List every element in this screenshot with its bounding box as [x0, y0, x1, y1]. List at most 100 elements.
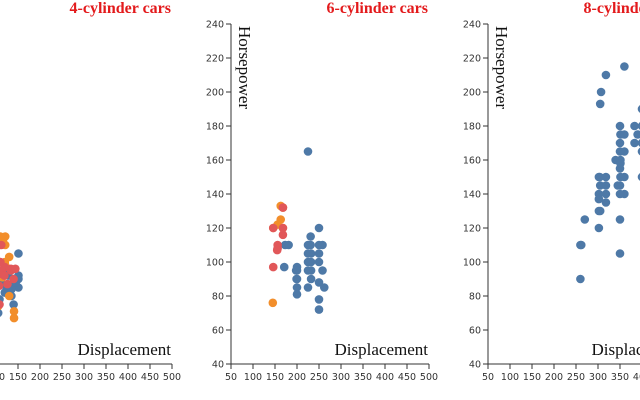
- x-tick-label: 400: [633, 372, 640, 383]
- data-point-usa: [303, 147, 313, 156]
- data-point-usa: [319, 283, 329, 292]
- data-point-japan: [3, 279, 12, 289]
- data-point-usa: [601, 172, 611, 182]
- x-tick-label: 450: [141, 372, 159, 383]
- data-point-usa: [314, 295, 324, 304]
- x-tick-label: 50: [225, 372, 237, 383]
- x-tick-label: 500: [420, 372, 438, 383]
- data-point-japan: [272, 245, 282, 255]
- x-tick-label: 100: [244, 372, 262, 383]
- y-tick-label: 220: [206, 54, 224, 65]
- data-point-usa: [637, 139, 640, 147]
- data-point-japan: [278, 223, 288, 233]
- data-point-usa: [306, 232, 315, 241]
- data-point-usa: [601, 189, 611, 199]
- y-axis-label: Horsepower: [492, 26, 511, 109]
- data-point-usa: [630, 121, 639, 131]
- data-point-usa: [613, 181, 623, 190]
- data-point-japan: [0, 240, 6, 250]
- data-point-usa: [620, 62, 629, 71]
- y-tick-label: 120: [206, 224, 224, 235]
- data-point-usa: [615, 121, 625, 131]
- data-point-japan: [0, 300, 4, 309]
- y-tick-label: 60: [469, 326, 481, 337]
- y-tick-label: 200: [206, 88, 224, 99]
- data-point-usa: [318, 240, 327, 250]
- data-point-usa: [14, 249, 23, 258]
- data-point-usa: [615, 215, 625, 224]
- y-axis-label: Horsepower: [235, 26, 254, 109]
- data-point-japan: [0, 271, 9, 280]
- data-point-usa: [0, 309, 3, 317]
- y-tick-label: 180: [463, 122, 481, 133]
- data-point-usa: [633, 130, 640, 139]
- x-tick-label: 350: [611, 372, 629, 383]
- data-point-usa: [314, 305, 324, 314]
- data-point-usa: [601, 70, 611, 80]
- x-tick-label: 400: [376, 372, 394, 383]
- y-tick-label: 80: [469, 292, 481, 303]
- x-tick-label: 100: [501, 372, 519, 383]
- data-point-usa: [303, 283, 313, 292]
- x-tick-label: 150: [523, 372, 541, 383]
- y-tick-label: 200: [463, 88, 481, 99]
- data-point-japan: [268, 223, 278, 233]
- y-tick-label: 160: [206, 156, 224, 167]
- data-point-europe: [9, 313, 19, 323]
- data-point-usa: [303, 240, 313, 250]
- x-axis-label: Displacement: [592, 340, 640, 359]
- x-tick-label: 150: [266, 372, 284, 383]
- x-tick-label: 250: [310, 372, 328, 383]
- data-point-europe: [9, 307, 19, 316]
- data-point-usa: [306, 274, 316, 284]
- data-point-usa: [291, 266, 301, 275]
- y-tick-label: 160: [463, 156, 481, 167]
- data-point-usa: [318, 266, 327, 275]
- panel-title: 6-cylinder cars: [327, 0, 428, 17]
- x-axis-label: Displacement: [335, 340, 429, 359]
- y-tick-label: 180: [206, 122, 224, 133]
- data-point-usa: [306, 257, 316, 267]
- data-point-usa: [594, 223, 604, 233]
- chart-panel-3: 40 60 80 100 120 140 160 180 200 220 240 50 100 150 20…: [463, 0, 640, 383]
- x-tick-label: 400: [119, 372, 137, 383]
- panel-title: 8-cylinder cars: [584, 0, 640, 17]
- data-point-japan: [278, 203, 288, 212]
- data-point-usa: [637, 147, 640, 156]
- data-point-usa: [314, 223, 324, 233]
- y-tick-label: 40: [212, 360, 224, 371]
- y-tick-label: 40: [469, 360, 481, 371]
- chart-panel-1: 4060801001201401601802002202405010015020…: [0, 0, 181, 383]
- data-point-usa: [595, 206, 605, 216]
- data-point-usa: [601, 198, 611, 207]
- data-point-japan: [278, 230, 288, 240]
- x-tick-label: 250: [567, 372, 585, 383]
- data-point-usa: [292, 274, 301, 284]
- data-point-europe: [4, 252, 14, 262]
- y-tick-label: 80: [212, 292, 224, 303]
- data-point-usa: [284, 240, 293, 250]
- data-point-usa: [620, 130, 629, 139]
- data-point-japan: [0, 281, 4, 290]
- x-tick-label: 100: [0, 372, 5, 383]
- data-point-usa: [595, 172, 605, 182]
- x-tick-label: 200: [288, 372, 306, 383]
- x-tick-label: 200: [31, 372, 49, 383]
- x-tick-label: 50: [482, 372, 494, 383]
- data-point-usa: [615, 189, 625, 199]
- data-point-usa: [292, 283, 302, 292]
- y-tick-label: 140: [206, 190, 224, 201]
- data-point-usa: [292, 290, 302, 299]
- x-tick-label: 500: [163, 372, 181, 383]
- data-point-usa: [595, 181, 605, 190]
- data-point-usa: [616, 172, 625, 182]
- y-tick-label: 120: [463, 224, 481, 235]
- data-point-usa: [615, 249, 625, 258]
- data-point-usa: [314, 249, 324, 258]
- x-tick-label: 250: [53, 372, 71, 383]
- x-tick-label: 150: [9, 372, 27, 383]
- y-tick-label: 100: [206, 258, 224, 269]
- panel-title: 4-cylinder cars: [70, 0, 171, 17]
- x-tick-label: 300: [75, 372, 93, 383]
- data-point-japan: [11, 264, 20, 274]
